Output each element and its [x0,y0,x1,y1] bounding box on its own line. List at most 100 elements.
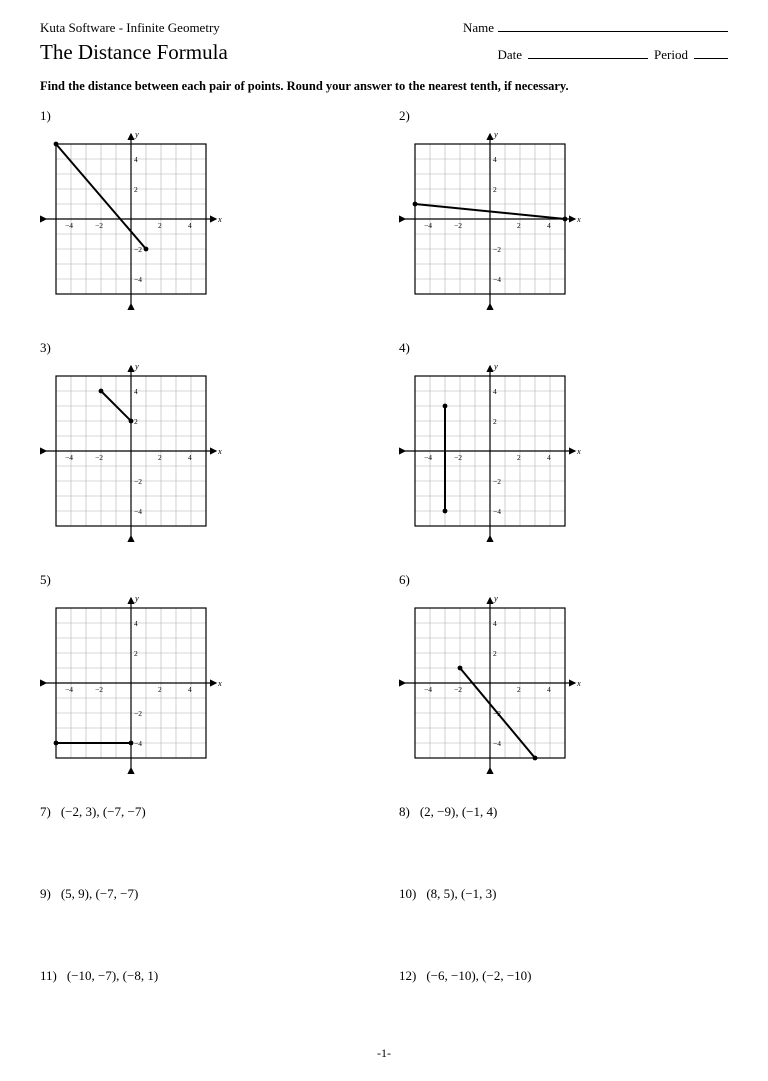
problem-12: 12) (−6, −10), (−2, −10) [399,968,728,1020]
svg-text:−4: −4 [493,275,501,284]
svg-text:−4: −4 [424,685,432,694]
svg-text:4: 4 [547,685,551,694]
problem-3: 3) −4 −2 2 4 −4 −2 2 4 x y [40,340,369,542]
svg-text:4: 4 [493,619,497,628]
header-line-2: The Distance Formula Date Period [40,40,728,65]
svg-text:−4: −4 [134,507,142,516]
problem-number: 11) [40,968,57,984]
problem-number: 3) [40,340,369,356]
svg-text:x: x [576,446,581,456]
problem-points: (−2, 3), (−7, −7) [61,804,146,820]
problem-7: 7) (−2, 3), (−7, −7) [40,804,369,856]
svg-text:y: y [134,361,139,371]
period-blank [694,58,728,59]
svg-text:−2: −2 [95,453,103,462]
svg-text:4: 4 [547,453,551,462]
problem-1: 1)−4−224−4−224xy [40,108,369,310]
svg-text:2: 2 [134,185,138,194]
page-title: The Distance Formula [40,40,228,65]
problem-4: 4)−4−224−4−224xy [399,340,728,542]
svg-text:−2: −2 [95,685,103,694]
svg-text:−2: −2 [134,477,142,486]
svg-text:−2: −2 [493,245,501,254]
svg-text:−2: −2 [454,221,462,230]
svg-text:y: y [493,129,498,139]
svg-text:x: x [576,214,581,224]
instructions: Find the distance between each pair of p… [40,79,728,94]
problem-number: 4) [399,340,728,356]
problem-2: 2)−4−224−4−224xy [399,108,728,310]
problem-number: 6) [399,572,728,588]
svg-text:2: 2 [158,221,162,230]
svg-text:y: y [493,361,498,371]
date-label: Date [498,47,523,63]
svg-text:2: 2 [493,649,497,658]
svg-text:−4: −4 [65,221,73,230]
svg-text:4: 4 [188,453,192,462]
problems-grid: 1) −4 −2 2 4 −4 −2 2 4 x y 2) −4 −2 2 4 −4 −2 2 4 x y 3) −4 −2 2 4… [40,108,728,1020]
svg-text:−2: −2 [95,221,103,230]
svg-text:−2: −2 [454,453,462,462]
problem-points: (8, 5), (−1, 3) [426,886,496,902]
svg-text:2: 2 [493,185,497,194]
svg-text:4: 4 [134,155,138,164]
problem-points: (2, −9), (−1, 4) [420,804,497,820]
svg-text:−2: −2 [493,477,501,486]
header-line-1: Kuta Software - Infinite Geometry Name [40,20,728,36]
svg-text:−4: −4 [424,221,432,230]
problem-number: 5) [40,572,369,588]
svg-text:y: y [134,593,139,603]
svg-text:x: x [217,446,222,456]
svg-text:−4: −4 [134,739,142,748]
svg-text:−4: −4 [65,685,73,694]
software-label: Kuta Software - Infinite Geometry [40,20,220,36]
svg-text:2: 2 [158,685,162,694]
period-label: Period [654,47,688,63]
name-label: Name [463,20,494,36]
problem-points: (−10, −7), (−8, 1) [67,968,158,984]
name-blank [498,31,728,32]
svg-text:4: 4 [188,685,192,694]
problem-number: 10) [399,886,416,902]
svg-text:4: 4 [493,387,497,396]
problem-9: 9)(5, 9), (−7, −7) [40,886,369,938]
svg-text:4: 4 [134,619,138,628]
problem-points: (−6, −10), (−2, −10) [426,968,531,984]
svg-text:−4: −4 [493,507,501,516]
svg-text:2: 2 [134,417,138,426]
problem-number: 2) [399,108,728,124]
svg-text:2: 2 [517,685,521,694]
problem-number: 1) [40,108,369,124]
svg-text:−4: −4 [424,453,432,462]
svg-text:−4: −4 [493,739,501,748]
svg-text:−4: −4 [65,453,73,462]
problem-10: 10) (8, 5), (−1, 3) [399,886,728,938]
svg-text:−2: −2 [134,245,142,254]
svg-text:x: x [217,678,222,688]
page-number: -1- [40,1046,728,1061]
problem-number: 8) [399,804,410,820]
problem-6: 6)−4−224−4−224xy [399,572,728,774]
svg-text:−2: −2 [134,709,142,718]
problem-11: 11) (−10, −7), (−8, 1) [40,968,369,1020]
svg-text:2: 2 [493,417,497,426]
problem-points: (5, 9), (−7, −7) [61,886,138,902]
svg-text:4: 4 [134,387,138,396]
svg-text:−4: −4 [134,275,142,284]
svg-text:2: 2 [158,453,162,462]
name-field: Name [463,20,728,36]
svg-text:2: 2 [517,221,521,230]
date-blank [528,58,648,59]
problem-5: 5) −4 −2 2 4 −4 −2 2 4 x y [40,572,369,774]
svg-text:x: x [576,678,581,688]
problem-number: 12) [399,968,416,984]
svg-text:y: y [493,593,498,603]
svg-text:4: 4 [547,221,551,230]
date-period-group: Date Period [498,47,729,63]
svg-text:−2: −2 [454,685,462,694]
svg-text:2: 2 [134,649,138,658]
problem-8: 8) (2, −9), (−1, 4) [399,804,728,856]
svg-text:y: y [134,129,139,139]
svg-text:4: 4 [188,221,192,230]
problem-number: 7) [40,804,51,820]
